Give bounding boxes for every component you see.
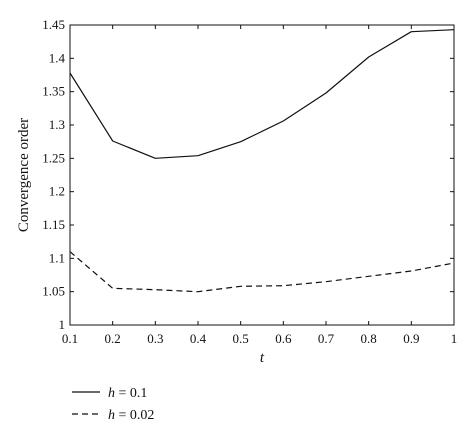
x-tick-label: 1 (451, 331, 458, 346)
x-tick-label: 0.4 (190, 331, 207, 346)
legend-variable: h (108, 408, 115, 423)
x-tick-label: 0.2 (105, 331, 121, 346)
legend-label-1: h = 0.1 (108, 386, 147, 401)
ticks-layer: 0.1 0.2 0.3 0.4 0.5 0.6 0.7 0.8 0.9 1 1 1.05 1.1 1.15… (42, 17, 457, 346)
y-tick-label: 1.15 (42, 217, 65, 232)
x-tick-label: 0.7 (318, 331, 335, 346)
series-2-point (282, 284, 284, 286)
y-tick-label: 1.3 (49, 117, 65, 132)
x-axis-label: t (260, 350, 265, 366)
x-tick-label: 0.9 (403, 331, 419, 346)
y-tick-label: 1 (59, 317, 66, 332)
x-tick-label: 0.8 (361, 331, 377, 346)
y-tick-label: 1.2 (49, 184, 65, 199)
y-axis-label: Convergence order (16, 118, 32, 232)
legend: h = 0.1h = 0.02 (72, 386, 154, 423)
y-tick-label: 1.25 (42, 150, 65, 165)
series-line-1 (69, 29, 455, 159)
legend-value: = 0.02 (115, 408, 154, 423)
legend-variable: h (108, 386, 115, 401)
legend-value: = 0.1 (115, 386, 147, 401)
x-tick-label: 0.1 (62, 331, 78, 346)
x-tick-label: 0.3 (147, 331, 163, 346)
series-2-point (154, 288, 156, 290)
legend-label-2: h = 0.02 (108, 408, 154, 423)
plot-area (69, 24, 455, 326)
y-tick-label: 1.1 (49, 250, 65, 265)
series-layer (69, 29, 455, 293)
y-tick-label: 1.05 (42, 284, 65, 299)
y-tick-label: 1.4 (49, 50, 66, 65)
x-tick-label: 0.6 (275, 331, 292, 346)
x-tick-label: 0.5 (233, 331, 249, 346)
y-tick-label: 1.35 (42, 84, 65, 99)
plot-frame (69, 24, 455, 326)
series-line-2 (69, 251, 455, 293)
y-tick-label: 1.45 (42, 17, 65, 32)
